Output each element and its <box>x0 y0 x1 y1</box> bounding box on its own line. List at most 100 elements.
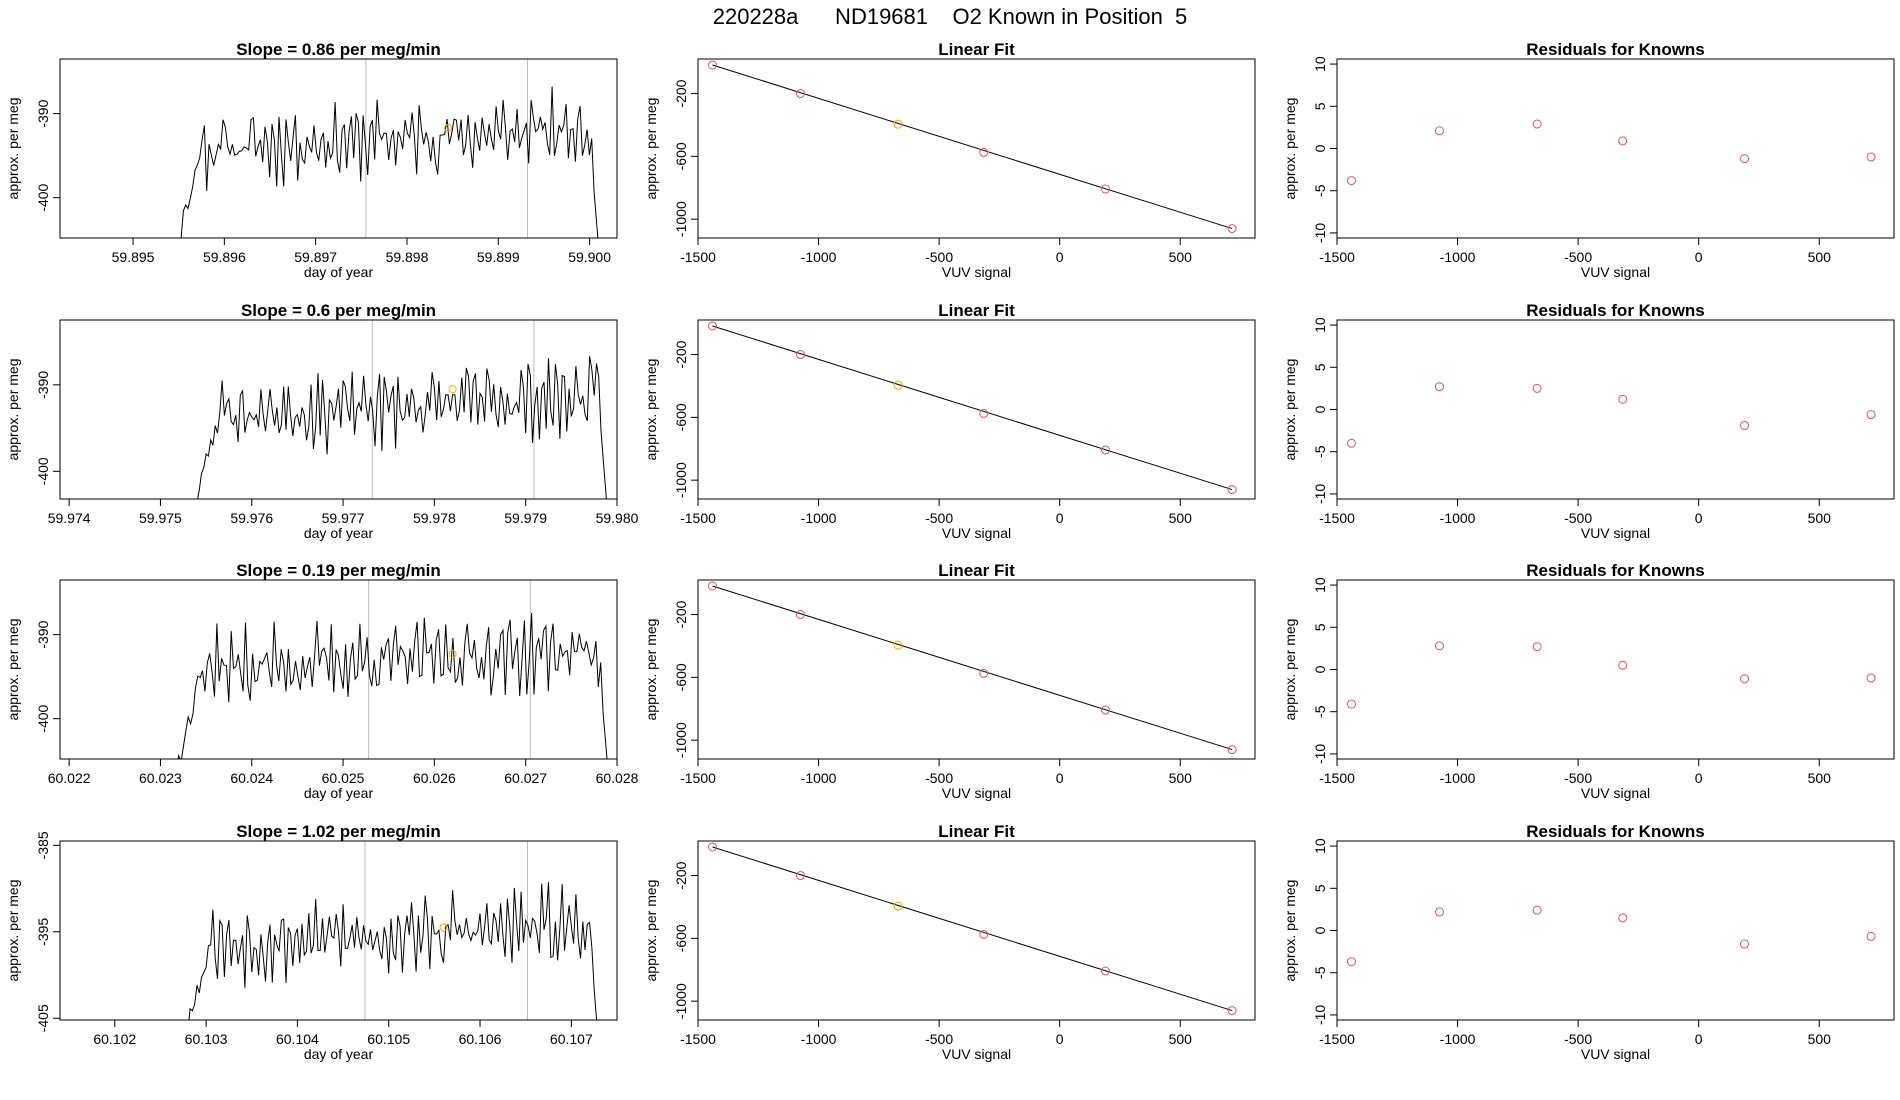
x-tick-label: 59.899 <box>477 249 520 265</box>
x-tick-label: 500 <box>1169 770 1193 786</box>
plot-area <box>180 59 599 238</box>
x-axis-label: VUV signal <box>942 525 1011 541</box>
data-point-3 <box>1532 642 1542 652</box>
y-tick-label: 0 <box>1312 665 1328 673</box>
y-tick-label: -390 <box>35 371 51 399</box>
data-point-3 <box>1532 119 1542 129</box>
x-tick-label: 59.900 <box>568 249 611 265</box>
data-point-4 <box>1618 913 1628 923</box>
y-tick-label: 10 <box>1312 56 1328 72</box>
y-tick-label: -600 <box>673 403 689 431</box>
x-tick-label: 59.978 <box>413 510 456 526</box>
x-tick-label: 500 <box>1808 1031 1832 1047</box>
data-point-1 <box>707 60 717 70</box>
data-point-6 <box>1227 745 1237 755</box>
plot-area <box>707 581 1237 755</box>
y-axis-label: approx. per meg <box>1282 880 1298 982</box>
x-tick-label: 59.897 <box>294 249 337 265</box>
x-tick-label: 59.896 <box>203 249 246 265</box>
data-point-5 <box>1740 154 1750 164</box>
x-tick-label: -500 <box>1564 1031 1592 1047</box>
x-tick-label: 500 <box>1808 770 1832 786</box>
x-tick-label: 0 <box>1695 510 1703 526</box>
data-point-1 <box>1346 176 1356 186</box>
plot-area <box>1346 905 1876 967</box>
y-tick-label: -400 <box>35 183 51 211</box>
x-tick-label: 60.026 <box>413 770 456 786</box>
y-tick-label: -400 <box>35 457 51 485</box>
y-tick-label: -600 <box>673 663 689 691</box>
data-point-3 <box>1532 905 1542 915</box>
y-tick-label: -200 <box>673 600 689 628</box>
plot-frame <box>697 319 1256 500</box>
plot-area <box>707 842 1237 1016</box>
x-tick-label: 0 <box>1695 249 1703 265</box>
chart-panel-7: Slope = 0.19 per meg/min 60.022 60.023 60.0… <box>5 561 639 801</box>
plot-frame <box>59 579 618 760</box>
y-tick-label: -1000 <box>673 462 689 498</box>
y-tick-label: -405 <box>35 1004 51 1032</box>
plot-area <box>707 321 1237 495</box>
data-series-line <box>177 612 608 759</box>
x-tick-label: 60.028 <box>596 770 639 786</box>
y-axis-label: approx. per meg <box>1282 619 1298 721</box>
y-tick-label: 5 <box>1312 363 1328 371</box>
x-tick-label: -1000 <box>1440 510 1476 526</box>
y-axis-label: approx. per meg <box>1282 359 1298 461</box>
x-tick-label: 500 <box>1808 249 1832 265</box>
plot-frame <box>1336 840 1895 1021</box>
data-point-6 <box>1866 673 1876 683</box>
y-axis-label: approx. per meg <box>643 98 659 200</box>
data-series-line <box>180 86 599 238</box>
x-tick-label: 59.975 <box>139 510 182 526</box>
x-axis-label: VUV signal <box>942 264 1011 280</box>
x-axis-label: day of year <box>304 264 374 280</box>
y-tick-label: -200 <box>673 861 689 889</box>
y-tick-label: -200 <box>673 340 689 368</box>
data-point-1 <box>1346 438 1356 448</box>
page-title: 220228a ND19681 O2 Known in Position 5 <box>712 4 1188 29</box>
y-tick-label: 0 <box>1312 405 1328 413</box>
data-point-5 <box>1740 421 1750 431</box>
x-tick-label: 60.022 <box>48 770 91 786</box>
x-tick-label: -1500 <box>1319 249 1355 265</box>
y-tick-label: -395 <box>35 918 51 946</box>
plot-frame <box>697 840 1256 1021</box>
y-tick-label: -5 <box>1312 705 1328 718</box>
x-tick-label: 0 <box>1695 770 1703 786</box>
highlight-point <box>448 385 457 394</box>
data-point-4 <box>979 929 989 939</box>
y-axis-label: approx. per meg <box>5 359 21 461</box>
data-point-3 <box>893 380 903 390</box>
y-tick-label: -5 <box>1312 184 1328 197</box>
plot-area <box>197 320 607 499</box>
data-point-1 <box>707 581 717 591</box>
chart-panel-8: Linear Fit -1500 -1000 -500 0 500 -200 -600 -100… <box>643 561 1256 801</box>
plot-area <box>188 841 598 1020</box>
chart-panel-3: Residuals for Knowns -1500 -1000 -500 0 500 10… <box>1282 40 1895 280</box>
plot-frame <box>59 840 618 1021</box>
plot-area <box>1346 641 1876 709</box>
data-point-5 <box>1101 445 1111 455</box>
x-tick-label: 59.980 <box>596 510 639 526</box>
x-tick-label: 59.895 <box>112 249 155 265</box>
data-point-1 <box>707 321 717 331</box>
data-point-2 <box>795 871 805 881</box>
x-tick-label: 59.898 <box>386 249 429 265</box>
x-tick-label: 60.027 <box>504 770 547 786</box>
y-tick-label: 5 <box>1312 102 1328 110</box>
y-tick-label: -200 <box>673 79 689 107</box>
data-point-4 <box>979 147 989 157</box>
data-point-5 <box>1101 184 1111 194</box>
data-point-2 <box>795 610 805 620</box>
x-tick-label: 59.979 <box>504 510 547 526</box>
data-point-2 <box>795 89 805 99</box>
x-axis-label: VUV signal <box>942 785 1011 801</box>
data-point-6 <box>1227 1006 1237 1016</box>
x-tick-label: 60.105 <box>367 1031 410 1047</box>
data-series-line <box>197 356 607 499</box>
x-tick-label: -1500 <box>1319 1031 1355 1047</box>
x-axis-label: VUV signal <box>1581 264 1650 280</box>
x-tick-label: -1500 <box>680 510 716 526</box>
data-point-4 <box>979 408 989 418</box>
